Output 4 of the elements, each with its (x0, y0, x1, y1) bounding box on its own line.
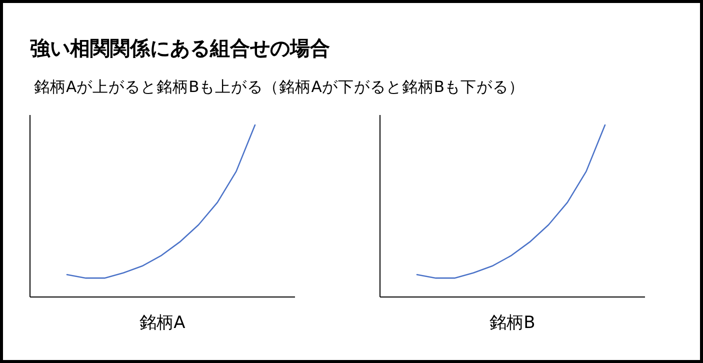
chart-subtitle: 銘柄Aが上がると銘柄Bも上がる（銘柄Aが下がると銘柄Bも下がる） (34, 78, 524, 96)
x-axis-title: 銘柄A (140, 313, 186, 333)
x-axis-title: 銘柄B (490, 313, 536, 333)
chart-title: 強い相関関係にある組合せの場合 (30, 36, 330, 60)
